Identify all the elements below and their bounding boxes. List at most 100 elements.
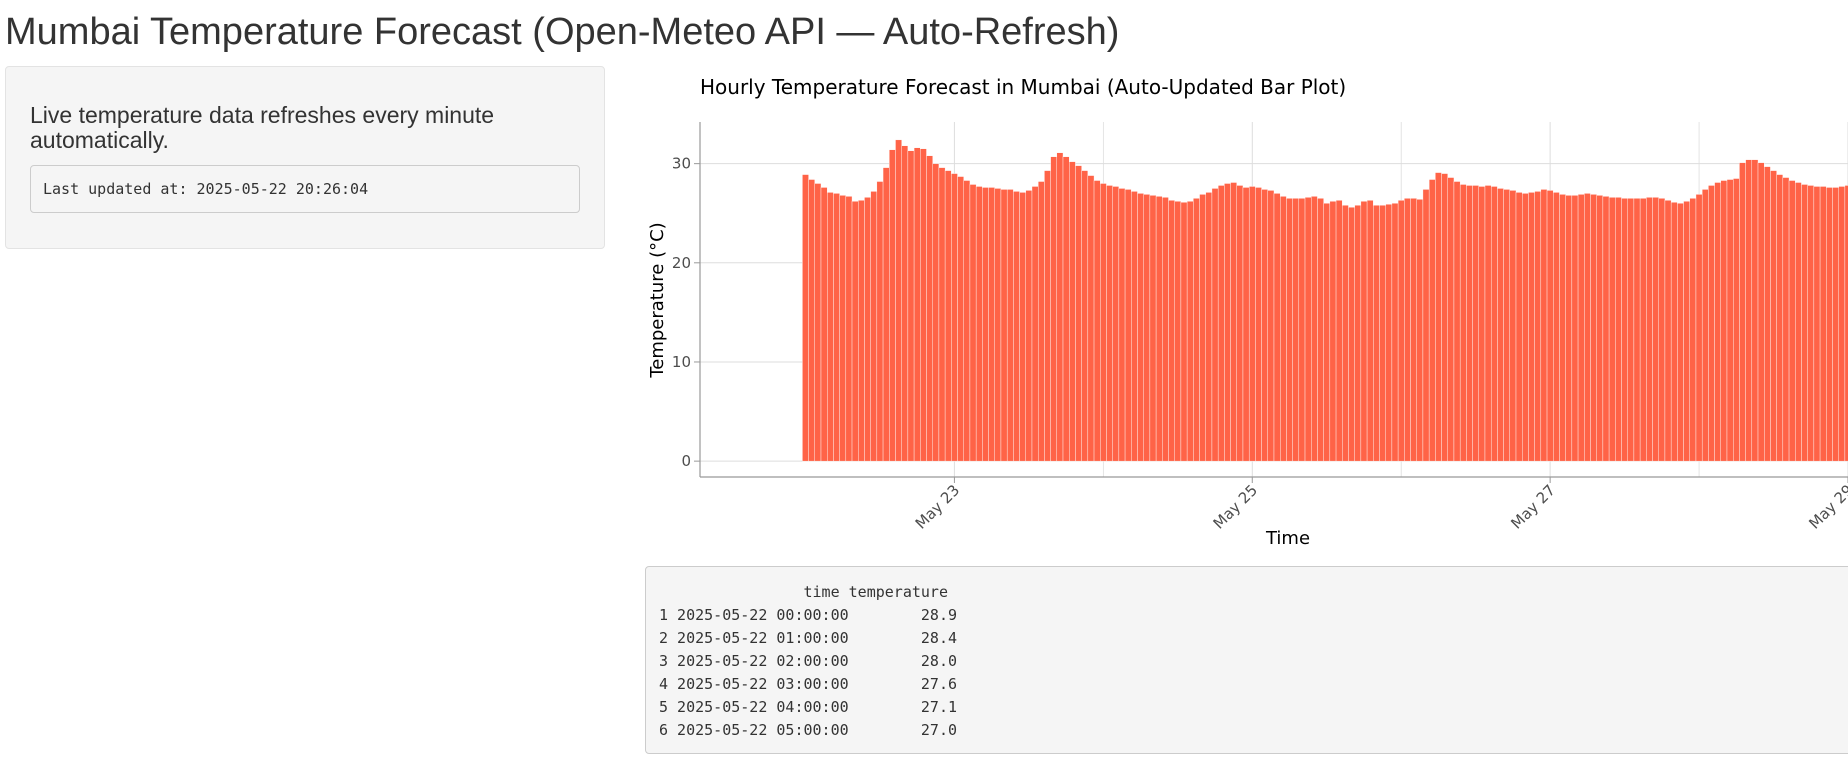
bar bbox=[1410, 198, 1417, 462]
bar bbox=[1050, 156, 1058, 462]
temperature-bar-chart: Hourly Temperature Forecast in Mumbai (A… bbox=[647, 75, 1848, 549]
bar bbox=[901, 145, 909, 462]
bar bbox=[1472, 185, 1479, 462]
bar bbox=[1819, 186, 1827, 462]
bar bbox=[963, 180, 971, 462]
table-row: 3 2025-05-22 02:00:00 28.0 bbox=[659, 652, 958, 670]
bar bbox=[1342, 205, 1349, 462]
bar bbox=[1646, 197, 1653, 462]
bar bbox=[1137, 193, 1144, 462]
bar bbox=[1795, 182, 1802, 462]
bar bbox=[827, 192, 834, 462]
bar bbox=[1416, 199, 1424, 462]
bar bbox=[1466, 185, 1473, 462]
bar bbox=[808, 179, 815, 462]
bar bbox=[1608, 197, 1616, 462]
bar bbox=[1534, 191, 1542, 462]
sidebar-panel: Live temperature data refreshes every mi… bbox=[5, 66, 605, 249]
bar bbox=[1509, 190, 1517, 462]
x-tick-label: May 25 bbox=[1210, 481, 1262, 533]
bar bbox=[1726, 179, 1734, 462]
bar bbox=[1205, 192, 1213, 462]
bar bbox=[1776, 174, 1784, 462]
bar bbox=[1478, 186, 1486, 462]
bar bbox=[944, 170, 952, 462]
bar bbox=[1366, 200, 1374, 462]
bar bbox=[1379, 205, 1386, 462]
y-tick-label: 0 bbox=[681, 452, 691, 470]
bar bbox=[1844, 185, 1848, 462]
y-tick-label: 20 bbox=[672, 254, 691, 272]
bar bbox=[1732, 178, 1740, 462]
bar bbox=[1540, 189, 1548, 462]
bar bbox=[820, 187, 828, 462]
bar bbox=[1242, 187, 1250, 462]
bar bbox=[1354, 205, 1362, 462]
bar bbox=[1292, 198, 1300, 462]
y-axis-label: Temperature (°C) bbox=[647, 222, 668, 378]
bar bbox=[1180, 202, 1188, 462]
bar bbox=[1782, 177, 1790, 462]
bar bbox=[895, 139, 902, 462]
y-tick-label: 10 bbox=[672, 353, 691, 371]
bar bbox=[1490, 186, 1498, 462]
bar bbox=[1627, 198, 1635, 462]
bar bbox=[1559, 194, 1566, 462]
bar bbox=[938, 167, 946, 462]
table-row: 5 2025-05-22 04:00:00 27.1 bbox=[659, 698, 958, 716]
bar bbox=[1422, 189, 1430, 462]
bar bbox=[920, 148, 927, 462]
table-row: 2 2025-05-22 01:00:00 28.4 bbox=[659, 629, 958, 647]
bar bbox=[1255, 187, 1262, 462]
bar bbox=[1211, 188, 1219, 462]
bar bbox=[1453, 181, 1461, 462]
bar bbox=[845, 196, 853, 462]
bar bbox=[913, 147, 921, 462]
bar bbox=[1770, 170, 1777, 462]
bar bbox=[1664, 200, 1672, 462]
bar bbox=[1168, 200, 1175, 462]
bar bbox=[1447, 177, 1455, 462]
bar bbox=[1689, 198, 1697, 462]
bar bbox=[1764, 166, 1771, 462]
bar bbox=[994, 188, 1002, 462]
bar bbox=[1162, 197, 1169, 462]
bar bbox=[1056, 152, 1064, 462]
bar bbox=[1826, 187, 1833, 462]
x-axis-label: Time bbox=[1265, 528, 1310, 549]
bar bbox=[1261, 189, 1269, 462]
bar bbox=[1757, 162, 1765, 462]
bar bbox=[1267, 190, 1275, 462]
table-row: 4 2025-05-22 03:00:00 27.6 bbox=[659, 675, 958, 693]
bar bbox=[1503, 189, 1511, 462]
bar bbox=[1193, 198, 1200, 462]
bar bbox=[1751, 159, 1759, 462]
bar bbox=[1075, 165, 1082, 462]
bar bbox=[1701, 189, 1709, 462]
bar bbox=[1639, 198, 1647, 462]
bar bbox=[1695, 194, 1703, 462]
y-tick-label: 30 bbox=[672, 155, 691, 173]
bar bbox=[864, 197, 871, 462]
bar bbox=[982, 187, 989, 462]
bar bbox=[1019, 192, 1026, 462]
bar bbox=[1286, 198, 1293, 462]
bar bbox=[1298, 198, 1306, 462]
bar bbox=[1441, 173, 1448, 462]
bar bbox=[876, 181, 884, 462]
bar bbox=[951, 173, 958, 462]
chart-title: Hourly Temperature Forecast in Mumbai (A… bbox=[700, 75, 1346, 99]
x-tick-label: May 29 bbox=[1805, 481, 1848, 533]
bar bbox=[1813, 186, 1821, 462]
x-tick-label: May 23 bbox=[912, 481, 964, 533]
bar bbox=[1571, 195, 1579, 462]
bar bbox=[1373, 205, 1380, 462]
bar bbox=[1515, 192, 1523, 462]
bar bbox=[907, 150, 915, 462]
bar bbox=[1565, 195, 1573, 462]
bar bbox=[1683, 201, 1690, 462]
bar bbox=[889, 149, 896, 462]
bar bbox=[1670, 202, 1678, 462]
bar bbox=[1745, 159, 1753, 462]
bar bbox=[1044, 170, 1051, 462]
